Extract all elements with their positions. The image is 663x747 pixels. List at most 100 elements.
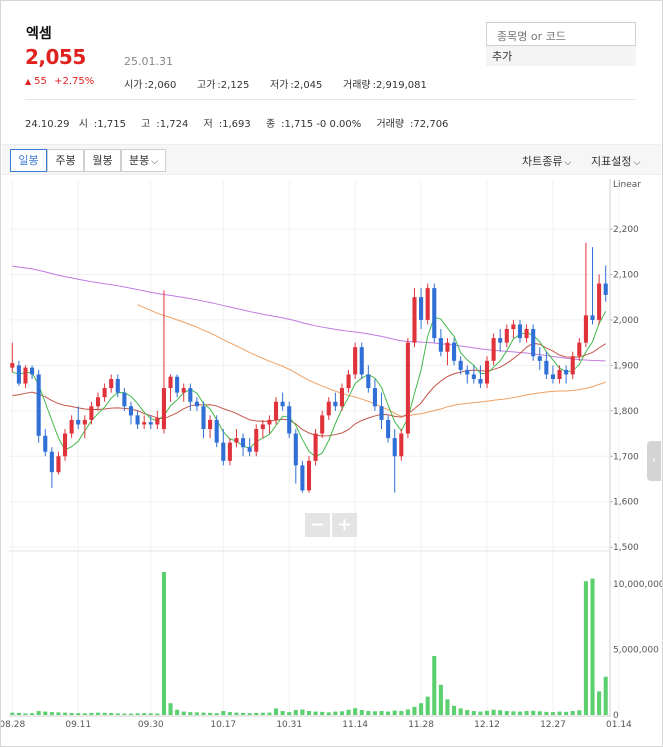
zoom-in-button[interactable]: +: [332, 513, 357, 537]
hover-high: 고:1,724: [141, 119, 189, 130]
tab-weekly[interactable]: 주봉: [47, 149, 84, 172]
x-tick-label: 12.27: [540, 720, 566, 730]
volume-bar: [95, 712, 101, 715]
candle-body: [135, 415, 140, 425]
volume-bar: [181, 711, 186, 715]
volume-bar: [320, 711, 325, 715]
x-tick-label: 10.31: [276, 720, 302, 730]
add-button[interactable]: 추가: [486, 46, 636, 66]
volume-bar: [82, 713, 87, 715]
volume-bar: [544, 711, 549, 715]
candle-body: [326, 401, 331, 416]
stock-name: 엑셈: [26, 26, 52, 42]
candle-body: [69, 419, 74, 434]
price-tick-label: 2,000: [613, 316, 639, 326]
price-change: ▲ 55 +2.75%: [25, 76, 94, 87]
high-price: 고가:2,125: [197, 80, 250, 91]
candle-body: [353, 347, 358, 375]
ma20-line: [12, 342, 606, 437]
quote-date: 25.01.31: [124, 55, 173, 68]
side-panel-toggle[interactable]: ‹: [647, 441, 661, 481]
volume-bar: [445, 699, 450, 715]
hover-open: 시:1,715: [78, 119, 126, 130]
volume-tick-label: 0: [613, 711, 619, 721]
volume-bar: [221, 711, 226, 715]
chevron-down-icon: ⌵: [151, 157, 159, 167]
divider: [25, 99, 635, 100]
candlestick-chart[interactable]: Linear 2,200 2,100 2,000 1,900 1,800 1,700 1,60…: [1, 177, 662, 747]
indicator-settings-dropdown[interactable]: 지표설정 ⌵: [591, 155, 641, 168]
tab-daily[interactable]: 일봉: [10, 149, 47, 172]
volume-tick-label: 10,000,000: [613, 580, 662, 590]
volume-bar: [115, 713, 120, 715]
volume-tick-label: 5,000,000: [613, 645, 659, 655]
price-tick-label: 1,500: [613, 543, 639, 553]
candle-body: [201, 406, 206, 429]
x-tick-label: 09.11: [65, 720, 91, 730]
x-tick-label: 08.28: [1, 720, 25, 730]
candle-body: [399, 433, 404, 457]
candle-body: [392, 438, 397, 457]
candle-body: [333, 401, 338, 407]
volume-bar: [353, 708, 358, 715]
price-tick-label: 1,700: [613, 452, 639, 462]
volume-bar: [188, 712, 193, 715]
volume-bar: [273, 708, 279, 715]
candle-body: [484, 360, 490, 384]
change-percent: +2.75%: [54, 76, 95, 87]
volume-bar: [425, 696, 430, 715]
candle-body: [168, 376, 173, 389]
candle-body: [577, 342, 582, 357]
chevron-down-icon: ⌵: [633, 158, 641, 168]
candle-body: [89, 406, 94, 420]
stock-search-input[interactable]: [486, 22, 636, 46]
candle-body: [175, 376, 180, 393]
volume-bar: [491, 709, 496, 715]
volume-bar: [465, 710, 470, 715]
hover-date: 24.10.29: [25, 119, 70, 130]
candle-body: [432, 288, 437, 339]
low-value: 2,045: [293, 80, 323, 91]
volume-bar: [392, 710, 397, 715]
candle-body: [419, 297, 424, 320]
candle-body: [597, 283, 602, 320]
candle-body: [267, 419, 272, 425]
volume-bar: [313, 711, 318, 715]
volume-bar: [201, 712, 206, 715]
volume-bar: [49, 712, 54, 715]
candle-body: [537, 356, 542, 361]
volume-bar: [241, 712, 246, 715]
candle-body: [115, 379, 120, 393]
x-tick-label: 01.14: [606, 720, 632, 730]
candle-body: [260, 424, 265, 429]
volume-bar: [175, 709, 180, 715]
scale-label: Linear: [613, 180, 641, 190]
open-price: 시가:2,060: [124, 80, 177, 91]
candle-body: [346, 374, 351, 389]
volume-bar: [498, 710, 503, 715]
candle-body: [10, 363, 15, 368]
tab-monthly[interactable]: 월봉: [84, 149, 121, 172]
volume-bar: [432, 655, 437, 715]
volume-bar: [346, 709, 351, 715]
candle-body: [306, 460, 312, 491]
zoom-out-button[interactable]: −: [305, 513, 330, 537]
volume-bar: [583, 581, 588, 715]
volume-bar: [471, 711, 476, 715]
tab-minute[interactable]: 분봉 ⌵: [121, 149, 166, 172]
candle-body: [254, 429, 259, 452]
volume-bar: [570, 711, 575, 715]
hover-candle-info: 24.10.29 시:1,715 고:1,724 저:1,693 종:1,715…: [25, 115, 460, 130]
candle-body: [221, 442, 226, 461]
candle-body: [142, 422, 147, 425]
candle-body: [234, 438, 239, 443]
candle-body: [557, 369, 562, 379]
volume-bar: [10, 712, 15, 715]
candle-body: [590, 315, 595, 320]
volume-bar: [36, 711, 41, 715]
high-value: 2,125: [220, 80, 250, 91]
candle-body: [491, 338, 496, 361]
chart-type-dropdown[interactable]: 차트종류 ⌵: [522, 155, 572, 168]
volume-bar: [287, 712, 292, 715]
volume-bar: [148, 713, 153, 715]
